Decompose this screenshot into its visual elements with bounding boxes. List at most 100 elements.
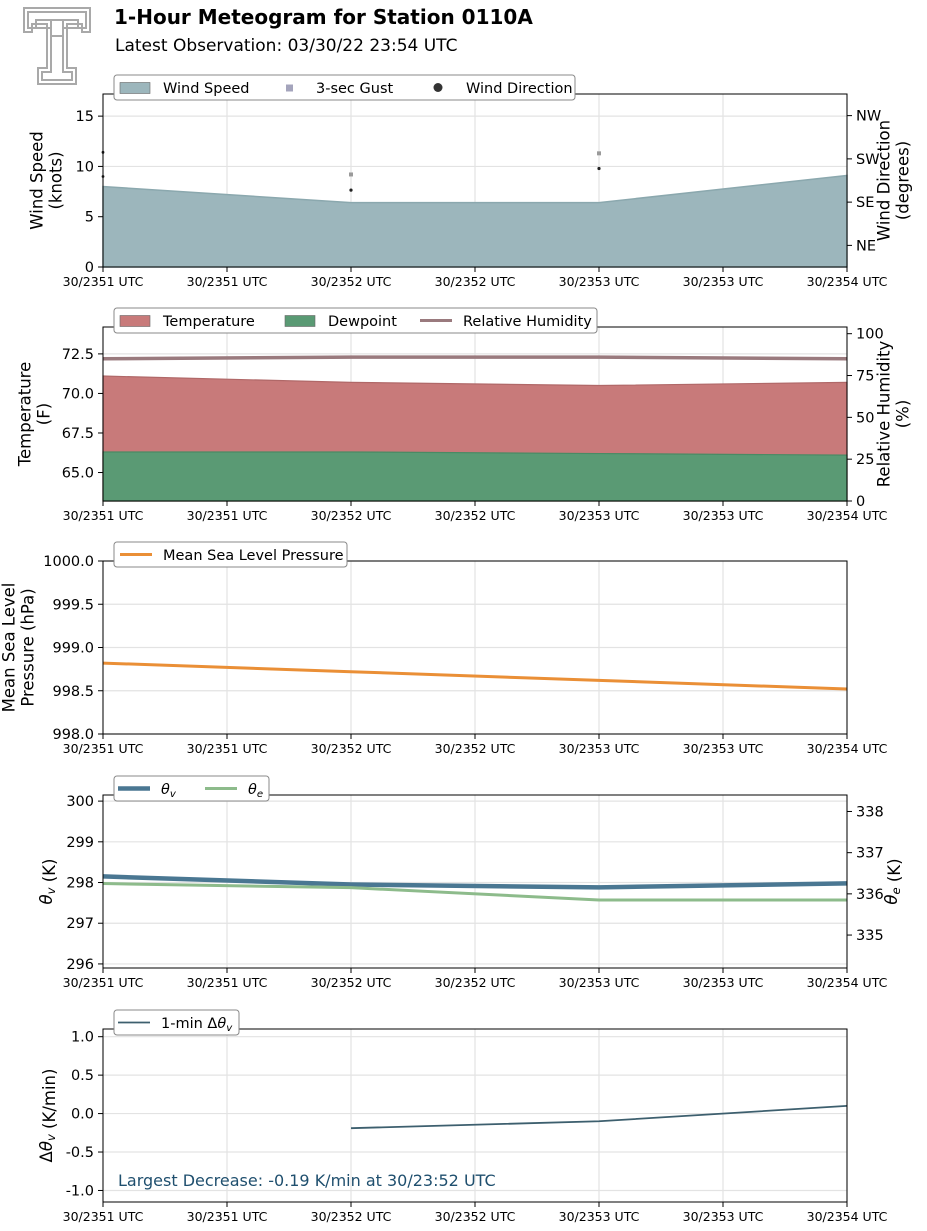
- legend-label: Wind Speed: [163, 81, 250, 97]
- x-tick-label: 30/2351 UTC: [187, 741, 268, 756]
- x-tick-label: 30/2351 UTC: [63, 274, 144, 289]
- y-axis-label: θv (K): [37, 859, 59, 905]
- x-tick-label: 30/2352 UTC: [435, 1209, 516, 1224]
- y-tick-label: 15: [76, 109, 94, 125]
- y-tick-label: 1.0: [71, 1030, 94, 1046]
- x-tick-label: 30/2352 UTC: [311, 1209, 392, 1224]
- y2-tick-label: 100: [856, 327, 884, 343]
- legend-swatch: [284, 315, 316, 327]
- y-tick-label: 998.0: [52, 727, 94, 743]
- x-tick-label: 30/2352 UTC: [435, 741, 516, 756]
- series-dewpoint-area: [102, 451, 848, 502]
- x-tick-label: 30/2352 UTC: [311, 508, 392, 523]
- series-theta-e-line: [102, 882, 847, 902]
- x-tick-label: 30/2353 UTC: [683, 1209, 764, 1224]
- y2-tick-label: NE: [856, 238, 876, 254]
- gust-point: [597, 151, 601, 156]
- x-tick-label: 30/2354 UTC: [807, 1209, 888, 1224]
- y-axis-label-line2: (knots): [46, 151, 65, 209]
- y2-axis-label-line2: (%): [893, 400, 912, 429]
- legend-box: [113, 74, 576, 101]
- x-tick-label: 30/2354 UTC: [807, 274, 888, 289]
- y2-tick-label: 50: [856, 410, 874, 426]
- y-tick-label: 300: [66, 794, 94, 810]
- y-axis-label-line1: Mean Sea Level: [0, 583, 19, 713]
- legend: Wind Speed 3-sec Gust Wind Direction: [113, 74, 576, 101]
- y2-tick-label: 25: [856, 452, 874, 468]
- gust-point: [349, 172, 353, 177]
- y-axis-label-line2: Pressure (hPa): [18, 588, 37, 706]
- y-tick-label: 70.0: [62, 386, 94, 402]
- x-tick-label: 30/2353 UTC: [683, 274, 764, 289]
- y-tick-label: 65.0: [62, 466, 94, 482]
- y-tick-label: 0.5: [71, 1068, 94, 1084]
- x-tick-label: 30/2351 UTC: [63, 741, 144, 756]
- x-tick-label: 30/2353 UTC: [559, 975, 640, 990]
- legend-label: Relative Humidity: [463, 314, 592, 330]
- x-tick-label: 30/2354 UTC: [807, 741, 888, 756]
- legend: 1-min Δθv: [113, 1009, 240, 1036]
- wind-direction-point: [349, 188, 353, 192]
- x-tick-label: 30/2352 UTC: [435, 274, 516, 289]
- y-tick-label: 297: [66, 916, 94, 932]
- y-tick-label: 999.0: [52, 641, 94, 657]
- page-subtitle: Latest Observation: 03/30/22 23:54 UTC: [115, 36, 458, 56]
- legend-box: [113, 541, 348, 568]
- x-tick-label: 30/2352 UTC: [311, 741, 392, 756]
- y-tick-label: 0.0: [71, 1107, 94, 1123]
- wind-direction-point: [597, 166, 601, 171]
- legend-label: θv: [161, 782, 177, 800]
- legend-label: 3-sec Gust: [316, 81, 393, 97]
- legend-label: Wind Direction: [466, 81, 573, 97]
- legend-swatch: [433, 83, 443, 92]
- y2-tick-label: 335: [856, 928, 884, 944]
- y-axis-label-line1: Wind Speed: [28, 131, 47, 229]
- x-tick-label: 30/2351 UTC: [187, 508, 268, 523]
- x-tick-label: 30/2351 UTC: [187, 274, 268, 289]
- y2-tick-label: SW: [856, 152, 880, 168]
- y-tick-label: 998.5: [52, 684, 94, 700]
- y-tick-label: 296: [66, 957, 94, 973]
- page-title: 1-Hour Meteogram for Station 0110A: [114, 5, 533, 29]
- x-tick-label: 30/2352 UTC: [311, 274, 392, 289]
- y2-tick-label: 75: [856, 369, 874, 385]
- legend-label: Dewpoint: [328, 314, 397, 330]
- y-tick-label: 1000.0: [43, 554, 94, 570]
- legend-swatch: [119, 315, 151, 327]
- texas-tech-logo: [23, 7, 91, 85]
- chart-panel-theta: 296 297 298 299 300 335 336 337 338 30/2351 UTC 30…: [37, 775, 904, 990]
- chart-panel-temp: 65.0 67.5 70.0 72.5 0 25 50 75 100 30/2351 UTC 30/…: [16, 307, 912, 523]
- y-axis-label: Δθv (K/min): [37, 1069, 59, 1163]
- x-tick-label: 30/2351 UTC: [63, 508, 144, 523]
- y2-axis-label-line1: Wind Direction: [875, 120, 894, 241]
- x-tick-label: 30/2353 UTC: [683, 508, 764, 523]
- x-tick-label: 30/2353 UTC: [559, 274, 640, 289]
- x-tick-label: 30/2353 UTC: [559, 741, 640, 756]
- y2-tick-label: 337: [856, 846, 884, 862]
- y-tick-label: 298: [66, 876, 94, 892]
- legend-swatch: [119, 82, 151, 94]
- x-tick-label: 30/2353 UTC: [559, 1209, 640, 1224]
- y2-tick-label: 0: [856, 494, 865, 510]
- legend: θv θe: [113, 775, 270, 802]
- legend-box: [113, 1009, 240, 1036]
- y-tick-label: 72.5: [62, 347, 94, 363]
- x-tick-label: 30/2352 UTC: [435, 508, 516, 523]
- x-tick-label: 30/2354 UTC: [807, 508, 888, 523]
- y-tick-label: 67.5: [62, 426, 94, 442]
- y-tick-label: 299: [66, 835, 94, 851]
- y2-tick-label: 338: [856, 804, 884, 820]
- legend-box: [113, 775, 270, 802]
- y2-axis-label: θe (K): [882, 858, 904, 904]
- y-tick-label: 999.5: [52, 597, 94, 613]
- x-tick-label: 30/2351 UTC: [63, 1209, 144, 1224]
- x-tick-label: 30/2351 UTC: [63, 975, 144, 990]
- series-relative-humidity-line: [102, 355, 848, 361]
- legend-label: 1-min Δθv: [161, 1016, 233, 1034]
- y2-tick-label: NW: [856, 109, 881, 125]
- x-tick-label: 30/2352 UTC: [311, 975, 392, 990]
- series-pressure-line: [102, 661, 848, 691]
- y-tick-label: 5: [85, 210, 94, 226]
- chart-panel-dtheta: Largest Decrease: -0.19 K/min at 30/23:5…: [37, 1009, 888, 1224]
